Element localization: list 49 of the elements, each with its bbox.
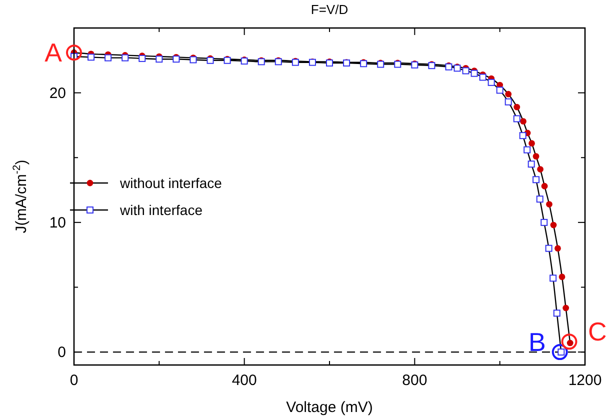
point <box>553 310 560 317</box>
annotation: C <box>588 316 607 347</box>
point <box>479 74 486 81</box>
x-tick-label: 1200 <box>568 372 602 389</box>
x-tick-label: 400 <box>232 372 257 389</box>
point <box>513 115 520 122</box>
point <box>554 245 561 252</box>
legend-label: without interface <box>119 175 222 191</box>
point <box>514 104 520 110</box>
point <box>550 274 557 282</box>
y-tick-label: 10 <box>49 214 66 232</box>
point <box>156 56 163 63</box>
point <box>541 182 548 190</box>
point <box>550 222 557 228</box>
point <box>532 176 540 184</box>
point <box>532 153 540 160</box>
point <box>488 78 495 86</box>
point <box>496 86 504 94</box>
point <box>172 56 180 63</box>
point <box>537 166 544 172</box>
point <box>528 160 535 168</box>
point <box>470 70 478 77</box>
point <box>558 274 566 280</box>
point <box>546 201 552 208</box>
y-tick-label: 20 <box>49 84 66 102</box>
point <box>505 90 512 98</box>
point <box>138 54 146 62</box>
point <box>122 54 129 62</box>
point <box>88 54 95 61</box>
chart-title: F=V/D <box>310 2 348 17</box>
x-tick-label: 800 <box>402 372 428 389</box>
point <box>462 67 470 74</box>
point <box>528 140 535 147</box>
legend-label: with interface <box>119 202 203 218</box>
point <box>524 146 531 154</box>
y-tick-label: 0 <box>58 344 66 362</box>
point <box>519 132 526 140</box>
x-tick-label: 0 <box>70 372 78 389</box>
point <box>540 218 548 226</box>
point <box>104 54 112 62</box>
annotation: B <box>528 327 546 358</box>
point <box>190 56 197 64</box>
point <box>504 98 512 106</box>
point <box>545 244 552 252</box>
annotation: A <box>44 38 63 68</box>
point <box>520 118 526 125</box>
point <box>536 196 544 203</box>
point <box>562 304 570 312</box>
x-axis-title: Voltage (mV) <box>286 399 373 416</box>
